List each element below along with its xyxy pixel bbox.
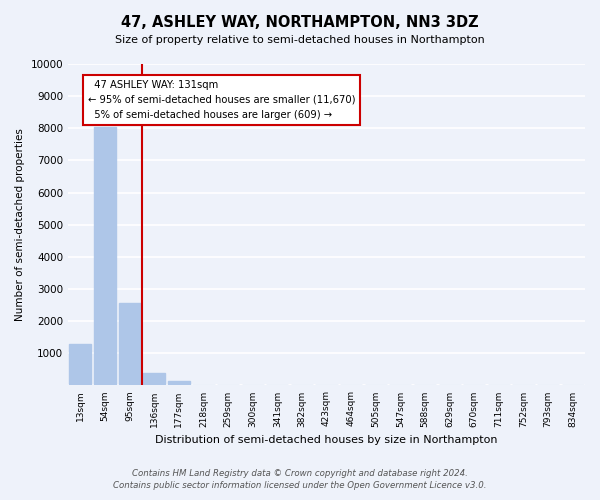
Bar <box>119 304 140 386</box>
Bar <box>168 380 190 386</box>
Bar <box>69 344 91 386</box>
Bar <box>94 126 116 386</box>
Text: Size of property relative to semi-detached houses in Northampton: Size of property relative to semi-detach… <box>115 35 485 45</box>
Text: 47 ASHLEY WAY: 131sqm
← 95% of semi-detached houses are smaller (11,670)
  5% of: 47 ASHLEY WAY: 131sqm ← 95% of semi-deta… <box>88 80 355 120</box>
X-axis label: Distribution of semi-detached houses by size in Northampton: Distribution of semi-detached houses by … <box>155 435 498 445</box>
Text: Contains HM Land Registry data © Crown copyright and database right 2024.
Contai: Contains HM Land Registry data © Crown c… <box>113 468 487 490</box>
Y-axis label: Number of semi-detached properties: Number of semi-detached properties <box>15 128 25 321</box>
Bar <box>143 372 165 386</box>
Text: 47, ASHLEY WAY, NORTHAMPTON, NN3 3DZ: 47, ASHLEY WAY, NORTHAMPTON, NN3 3DZ <box>121 15 479 30</box>
